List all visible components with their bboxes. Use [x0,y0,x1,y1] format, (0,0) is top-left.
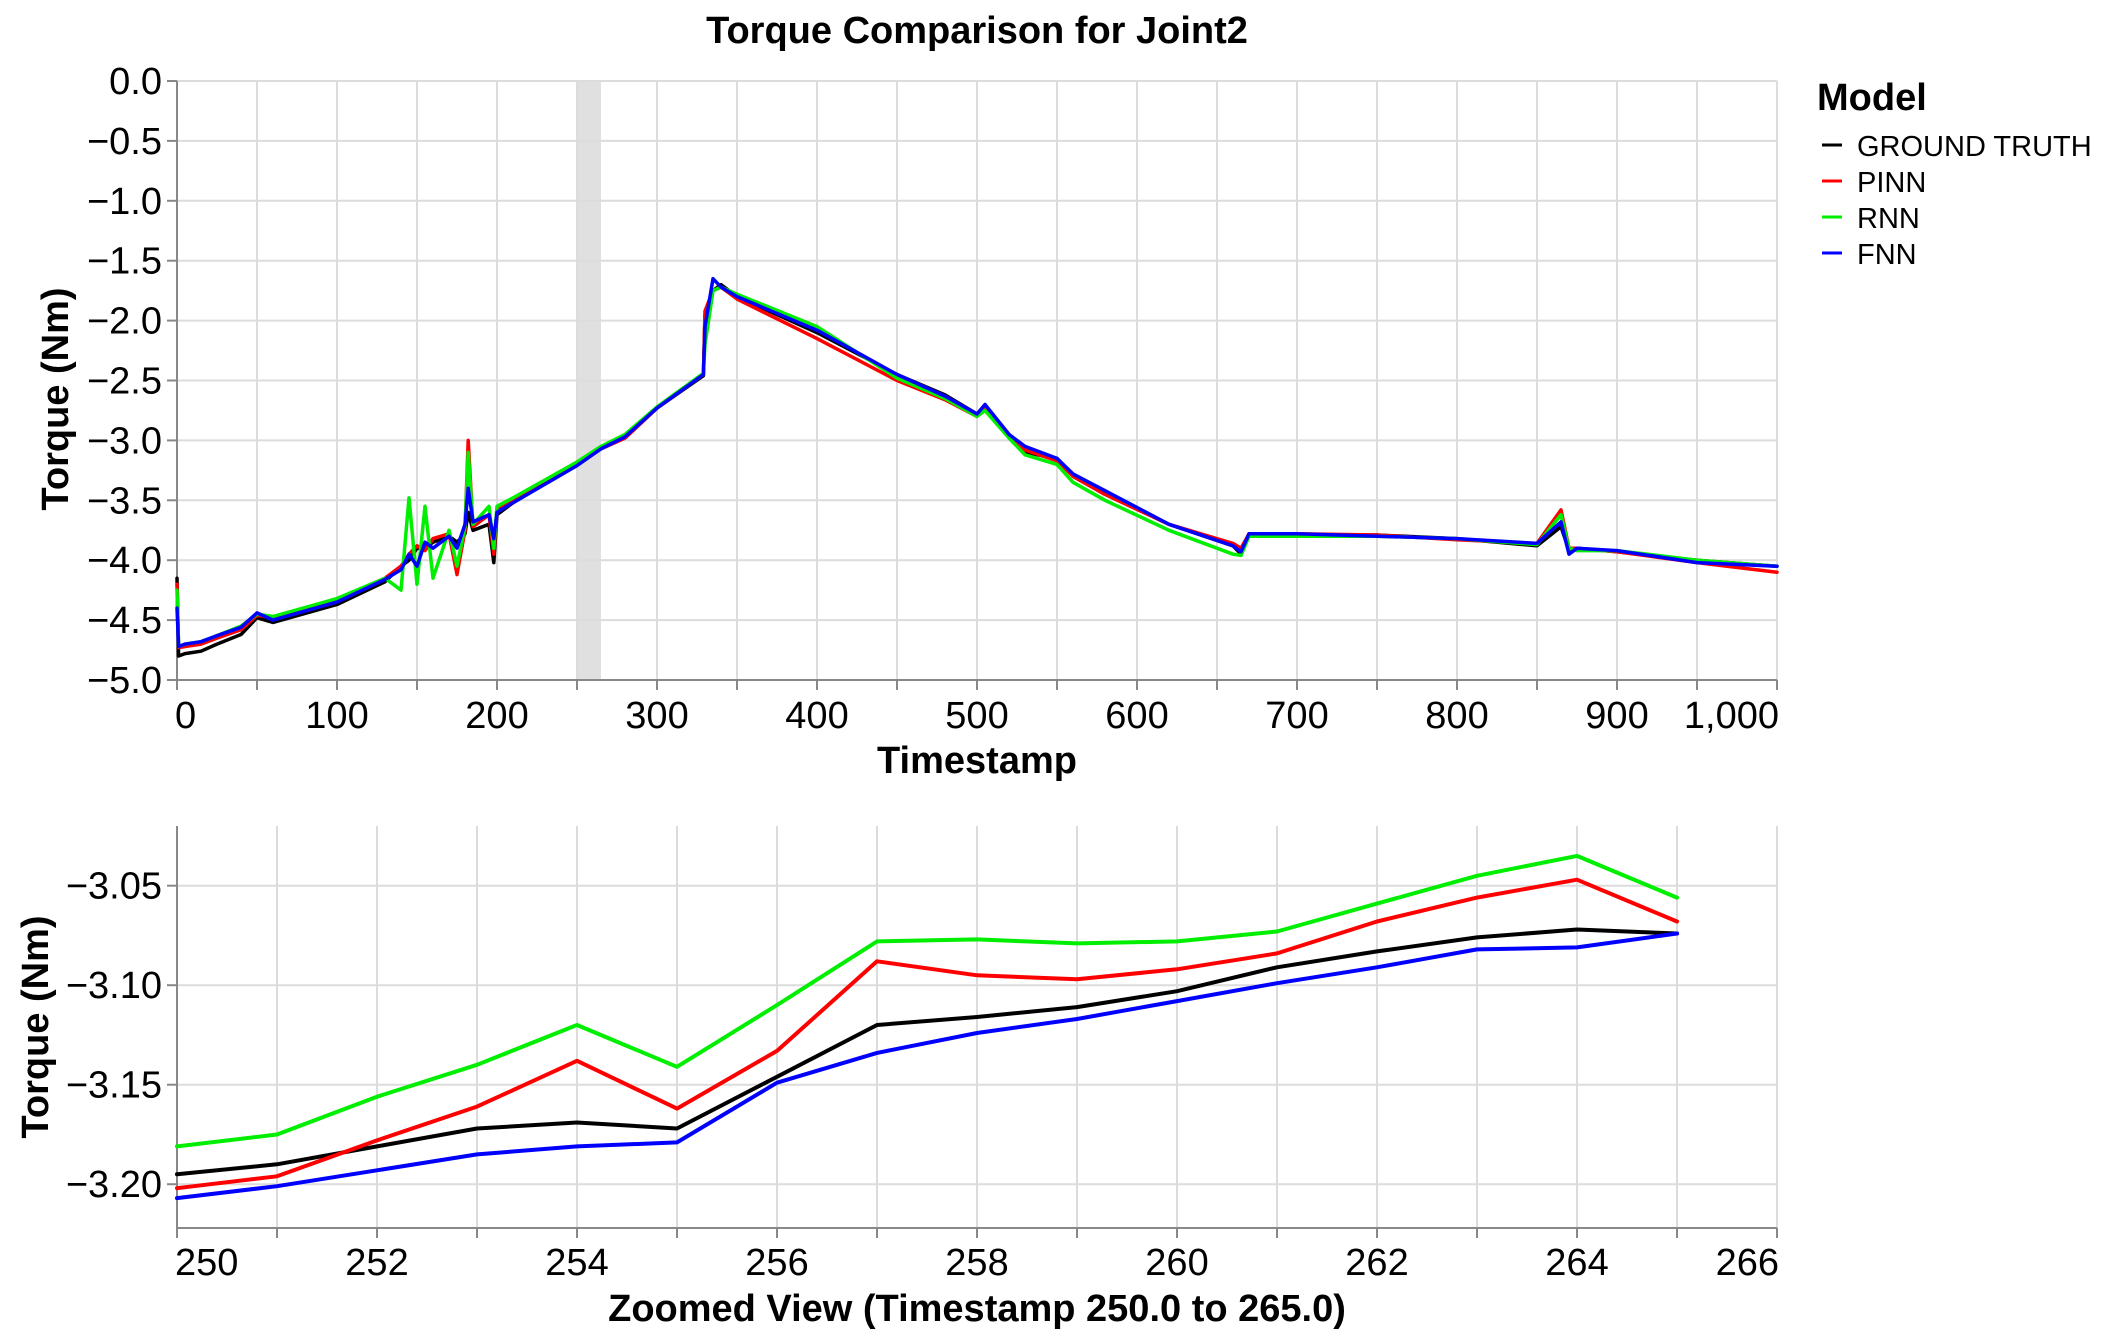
main-y-tick-label: −4.0 [87,540,162,582]
zoom-x-tick-label: 256 [745,1242,808,1284]
main-x-tick-label: 300 [625,695,688,737]
legend-title: Model [1817,77,1927,119]
zoom-series-fnn [175,931,1679,1201]
main-x-tick-label: 100 [305,695,368,737]
zoom-x-tick-label: 262 [1345,1242,1408,1284]
main-y-axis-title: Torque (Nm) [35,287,77,510]
zoom-y-axis-title: Torque (Nm) [15,915,57,1138]
legend-entries: GROUND TRUTH PINN RNN FNN [1822,131,2092,271]
main-series-fnn [175,276,1779,649]
main-x-tick-label: 900 [1585,695,1648,737]
main-y-tick-label: −2.0 [87,301,162,343]
zoom-x-tick-label: 254 [545,1242,608,1284]
legend-label-pinn: PINN [1857,167,1926,199]
main-y-tick-label: −4.5 [87,600,162,642]
main-series-lines [175,276,1779,658]
chart-title: Torque Comparison for Joint2 [706,10,1248,52]
zoom-x-tick-label: 258 [945,1242,1008,1284]
main-y-tick-label: −2.5 [87,361,162,403]
zoom-chart: 250 252 254 256 258 260 262 264 266 −3.05 −3.10 −3.… [15,826,1779,1330]
main-x-tick-label: 200 [465,695,528,737]
zoom-y-tick-label: −3.15 [66,1065,162,1107]
zoom-y-tick-label: −3.05 [66,866,162,908]
zoom-gridlines [176,826,1778,1228]
main-y-tick-label: −0.5 [87,121,162,163]
zoom-y-tick-label: −3.20 [66,1164,162,1206]
main-axes: 0 100 200 300 400 500 600 700 800 900 1,000 0.0 −0.5… [87,61,1779,737]
main-y-tick-label: −3.5 [87,480,162,522]
legend: Model GROUND TRUTH PINN RNN FNN [1817,77,2092,271]
zoom-series-lines [175,853,1679,1201]
main-gridlines [176,80,1778,681]
main-x-tick-label: 800 [1425,695,1488,737]
zoom-x-tick-label: 250 [175,1242,238,1284]
zoom-axes: 250 252 254 256 258 260 262 264 266 −3.05 −3.10 −3.… [66,826,1779,1284]
main-x-axis-title: Timestamp [877,740,1077,782]
main-y-tick-label: −1.5 [87,241,162,283]
main-y-tick-label: −5.0 [87,660,162,702]
zoom-series-pinn [175,877,1679,1191]
main-x-tick-label: 0 [175,695,196,737]
main-x-tick-label: 400 [785,695,848,737]
main-x-tick-label: 600 [1105,695,1168,737]
zoom-x-tick-label: 266 [1716,1242,1779,1284]
zoom-series-ground-truth [175,927,1679,1177]
zoom-y-tick-label: −3.10 [66,965,162,1007]
zoom-x-axis-title: Zoomed View (Timestamp 250.0 to 265.0) [608,1288,1346,1330]
main-y-tick-label: −3.0 [87,420,162,462]
main-x-tick-label: 700 [1265,695,1328,737]
zoom-x-tick-label: 260 [1145,1242,1208,1284]
zoom-x-tick-label: 264 [1545,1242,1608,1284]
legend-label-fnn: FNN [1857,239,1917,271]
main-chart: 0 100 200 300 400 500 600 700 800 900 1,000 0.0 −0.5… [35,61,1779,782]
main-x-tick-label: 1,000 [1684,695,1779,737]
main-y-tick-label: 0.0 [109,61,162,103]
main-x-tick-label: 500 [945,695,1008,737]
zoom-x-tick-label: 252 [345,1242,408,1284]
legend-label-ground-truth: GROUND TRUTH [1857,131,2092,163]
zoom-series-rnn [175,853,1679,1149]
main-y-tick-label: −1.0 [87,181,162,223]
legend-label-rnn: RNN [1857,203,1920,235]
